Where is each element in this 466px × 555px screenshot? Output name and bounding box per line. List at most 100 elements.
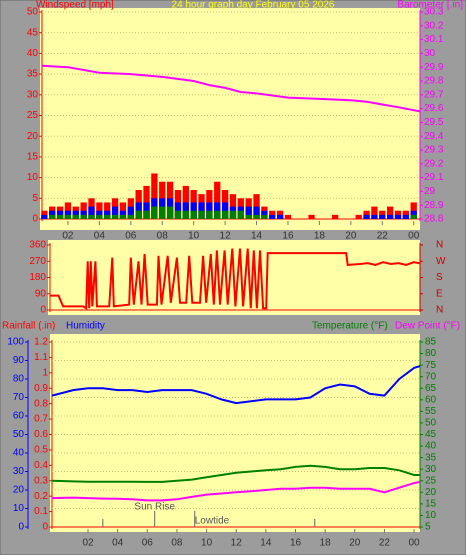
x-tick-label: 12 xyxy=(231,538,243,549)
y-tick-label: 25 xyxy=(425,475,437,486)
y-tick-label: 5 xyxy=(32,193,38,204)
bar xyxy=(245,206,252,219)
y-tick-label: 30.2 xyxy=(424,20,444,31)
bar xyxy=(72,214,79,219)
bar xyxy=(174,210,182,219)
bar xyxy=(214,181,221,219)
legend-entry: Temperature (°F) xyxy=(312,321,388,332)
y-tick-label: 0.3 xyxy=(34,475,48,486)
bar xyxy=(127,214,134,219)
y-tick-label: N xyxy=(436,305,443,316)
x-tick-label: 00 xyxy=(408,231,420,242)
y-tick-label: 0 xyxy=(42,522,48,533)
x-tick-label: 06 xyxy=(142,538,154,549)
annotation: Sun Rise xyxy=(134,502,175,513)
y-tick-label: 20 xyxy=(425,487,437,498)
y-tick-label: 0 xyxy=(40,305,46,316)
y-tick-label: 45 xyxy=(27,27,39,38)
bar xyxy=(269,214,276,219)
y-tick-label: 75 xyxy=(425,360,437,371)
y-tick-label: 1 xyxy=(42,367,48,378)
y-tick-label: 35 xyxy=(27,69,39,80)
wind-panel xyxy=(40,8,420,230)
bar xyxy=(96,214,103,219)
bar xyxy=(276,214,284,219)
bar xyxy=(151,173,158,219)
y-tick-label: 65 xyxy=(425,383,437,394)
y-tick-label: 40 xyxy=(13,448,25,459)
bar xyxy=(410,214,417,219)
bar xyxy=(206,210,213,219)
bar xyxy=(386,206,394,219)
bar xyxy=(253,206,260,219)
y-tick-label: 90 xyxy=(35,288,47,299)
y-tick-label: 0.7 xyxy=(34,414,48,425)
y-tick-label: 360 xyxy=(29,240,46,251)
y-tick-label: 35 xyxy=(425,452,437,463)
bar xyxy=(363,214,370,219)
y-tick-label: 29.4 xyxy=(424,131,444,142)
x-tick-label: 22 xyxy=(379,538,391,549)
x-tick-label: 16 xyxy=(290,538,302,549)
x-tick-label: 20 xyxy=(349,538,361,549)
y-tick-label: 0.5 xyxy=(34,445,48,456)
bar xyxy=(331,214,339,219)
y-tick-label: 70 xyxy=(13,392,25,403)
bar xyxy=(143,210,150,219)
series-line xyxy=(51,365,421,405)
bar xyxy=(261,214,268,219)
bar xyxy=(135,210,142,219)
x-tick-label: 22 xyxy=(377,231,389,242)
y-tick-label: 85 xyxy=(425,337,437,348)
bar xyxy=(56,214,64,219)
x-tick-label: 08 xyxy=(157,231,169,242)
y-tick-label: 180 xyxy=(29,272,46,283)
y-tick-label: 0.4 xyxy=(34,460,48,471)
bar xyxy=(151,206,158,219)
x-tick-label: 16 xyxy=(282,231,294,242)
bar xyxy=(88,214,95,219)
y-tick-label: 30 xyxy=(424,48,436,59)
bar xyxy=(119,214,127,219)
y-tick-label: 29 xyxy=(424,186,436,197)
y-tick-label: E xyxy=(436,288,443,299)
chart-title: 24 hour graph day February 05 2026 xyxy=(172,0,335,11)
y-tick-label: 30 xyxy=(425,464,437,475)
y-tick-label: 29.6 xyxy=(424,103,444,114)
bar xyxy=(182,210,189,219)
y-tick-label: 50 xyxy=(13,429,25,440)
y-tick-label: 60 xyxy=(425,394,437,405)
y-tick-label: 70 xyxy=(425,371,437,382)
bar xyxy=(111,214,119,219)
bar xyxy=(371,206,378,219)
bar xyxy=(159,206,166,219)
y-tick-label: 28.9 xyxy=(424,200,444,211)
x-tick-label: 00 xyxy=(409,538,421,549)
y-tick-label: 0.1 xyxy=(34,506,48,517)
y-tick-label: 15 xyxy=(27,152,39,163)
bar xyxy=(355,214,362,219)
x-tick-label: 02 xyxy=(82,538,94,549)
y-tick-label: 29.3 xyxy=(424,145,444,156)
y-tick-label: 29.2 xyxy=(424,158,444,169)
y-tick-label: 15 xyxy=(425,499,437,510)
bar xyxy=(64,214,72,219)
y-tick-label: 0.6 xyxy=(34,429,48,440)
y-tick-label: 30.1 xyxy=(424,34,444,45)
y-tick-label: 29.7 xyxy=(424,89,444,100)
y-tick-label: 80 xyxy=(425,348,437,359)
bar xyxy=(166,206,174,219)
y-tick-label: 80 xyxy=(13,374,25,385)
series-line xyxy=(51,464,420,483)
y-tick-label: 10 xyxy=(13,503,25,514)
series-line xyxy=(50,248,421,310)
annotation: Lowtide xyxy=(195,516,230,527)
x-tick-label: 08 xyxy=(171,538,183,549)
y-tick-label: 0.9 xyxy=(34,383,48,394)
bar xyxy=(284,214,292,219)
y-tick-label: 40 xyxy=(425,441,437,452)
bar xyxy=(221,210,229,219)
x-tick-label: 06 xyxy=(125,231,137,242)
y-tick-label: W xyxy=(436,256,446,267)
y-tick-label: 90 xyxy=(13,355,25,366)
